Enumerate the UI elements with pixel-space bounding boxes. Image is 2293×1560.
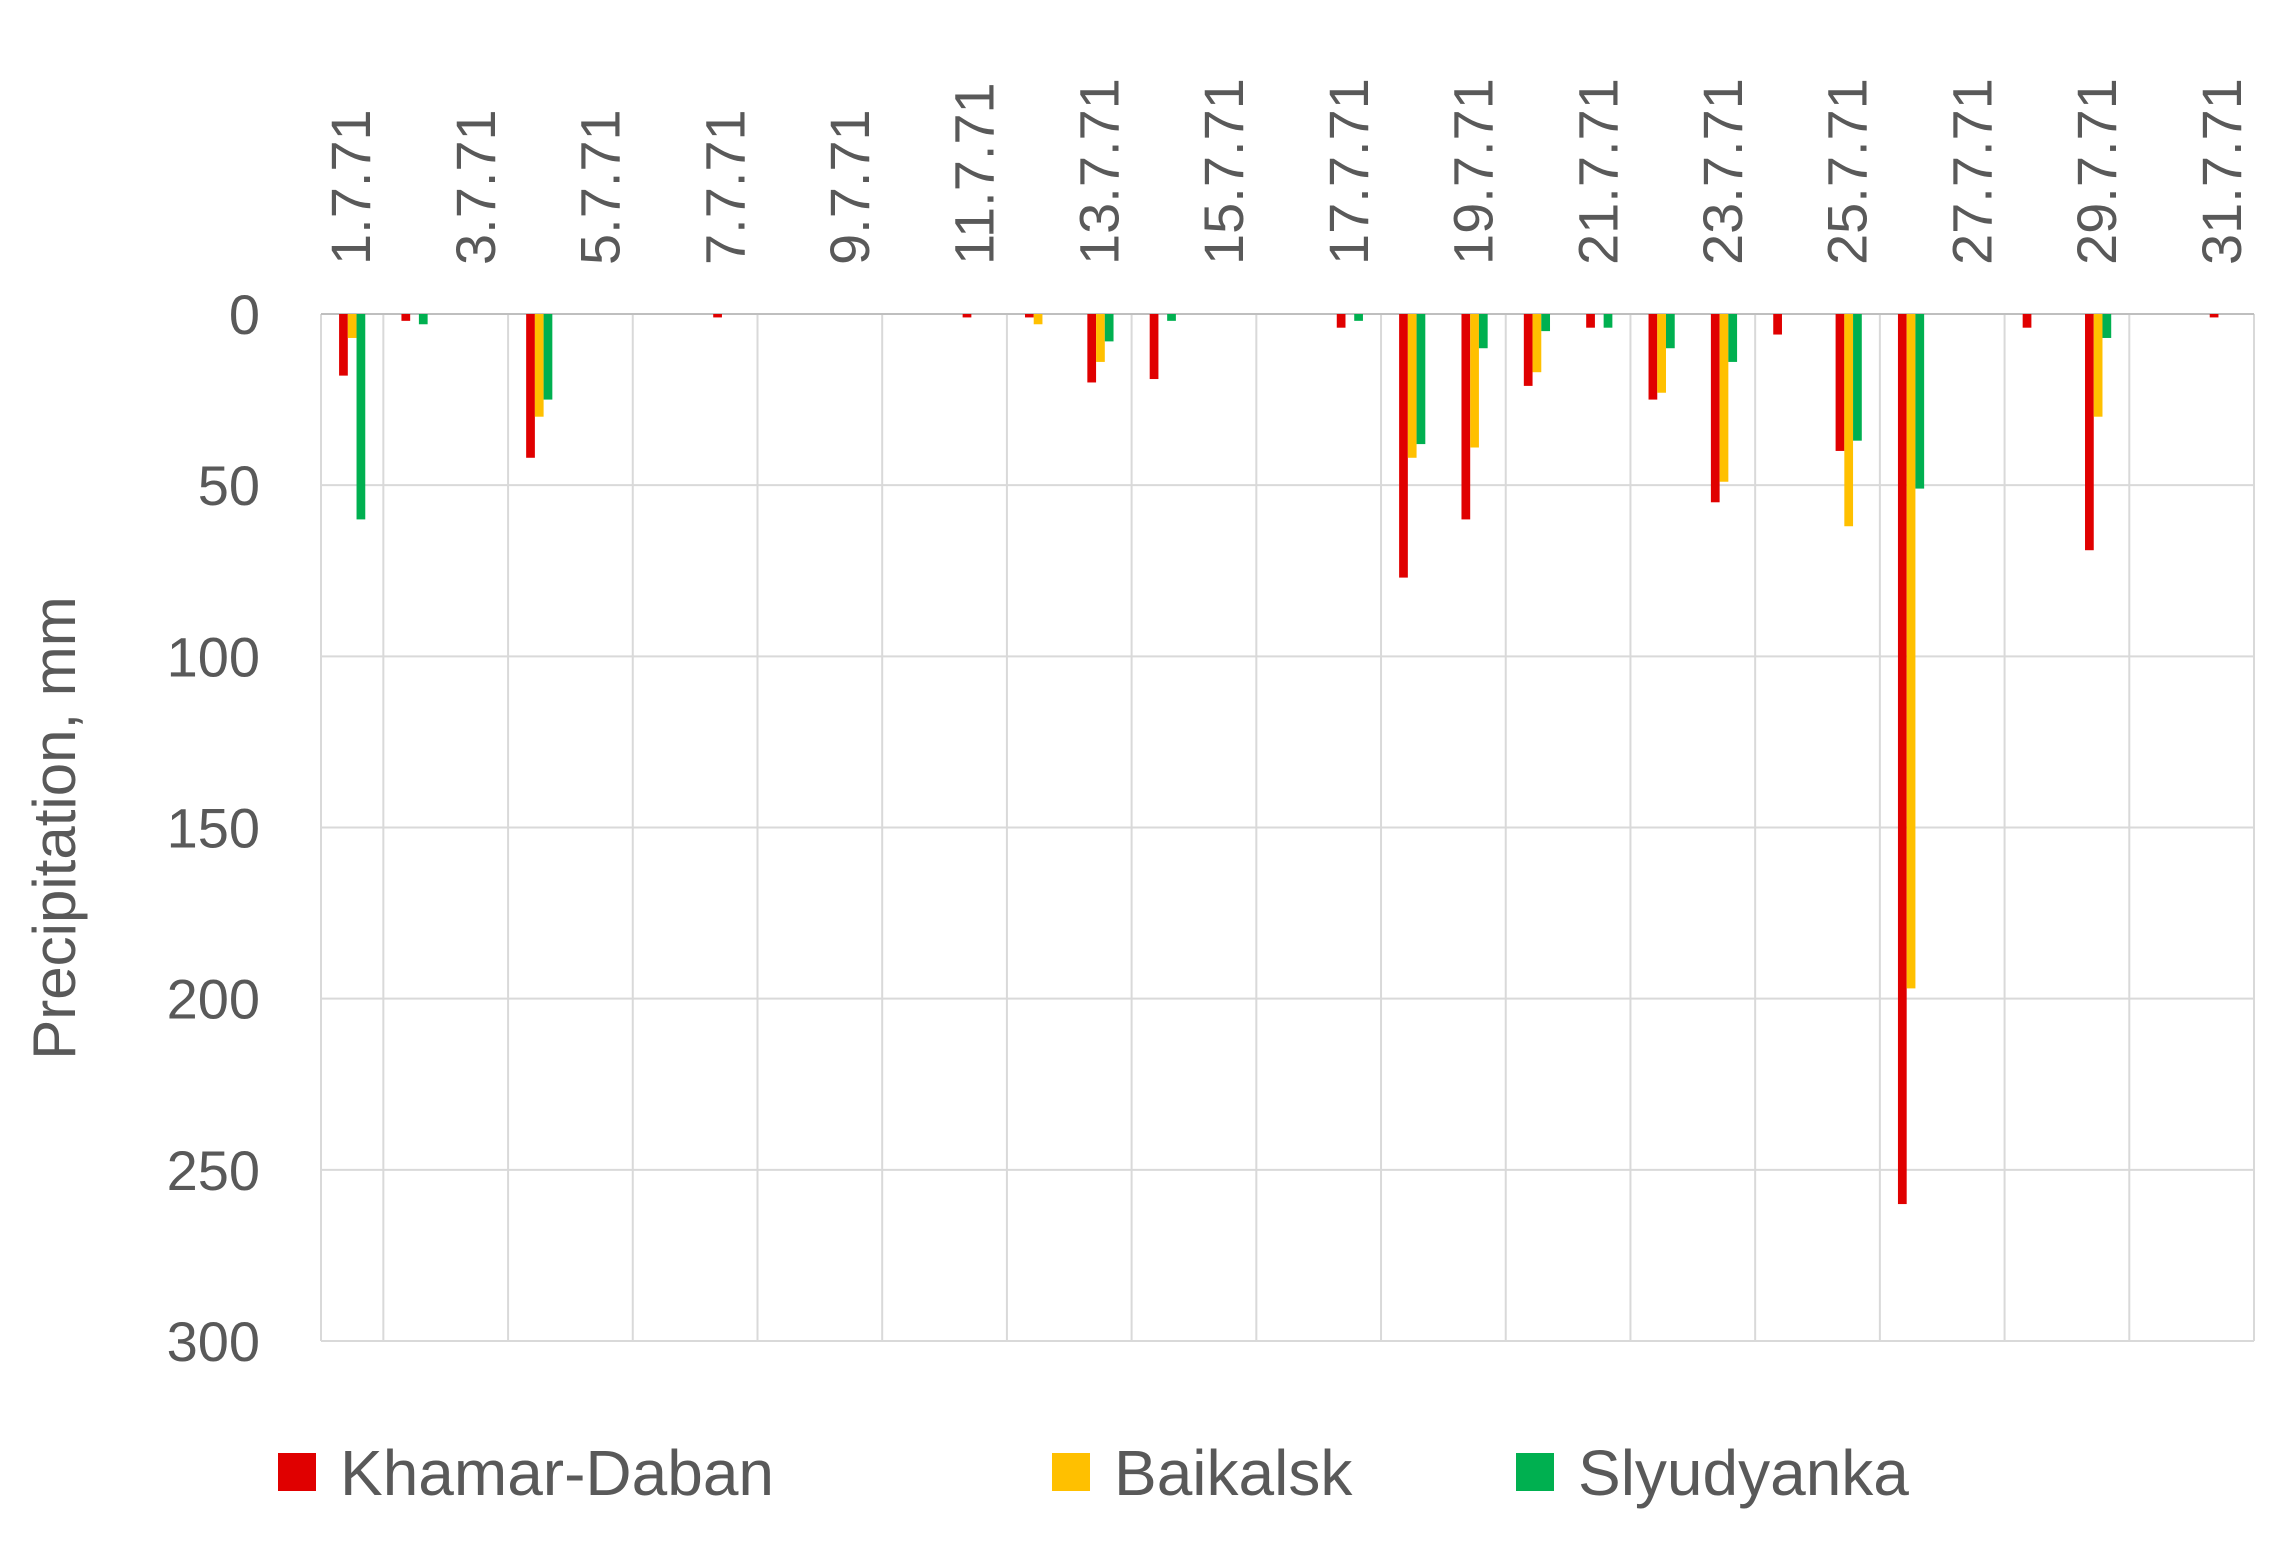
bar-baikalsk: [1719, 314, 1729, 482]
bar-slyudyanka: [1541, 314, 1551, 332]
bar-khamar-daban: [1336, 314, 1346, 328]
bar-slyudyanka: [1915, 314, 1925, 489]
bar-khamar-daban: [1399, 314, 1408, 578]
bar-slyudyanka: [1354, 314, 1363, 321]
y-axis-title: Precipitation, mm: [21, 596, 88, 1059]
x-tick-label: 15.7.71: [1192, 78, 1255, 265]
bar-baikalsk: [1470, 314, 1479, 448]
legend-swatch-baikalsk: [1052, 1453, 1090, 1491]
x-tick-label: 3.7.71: [444, 109, 507, 265]
bar-baikalsk: [534, 314, 544, 417]
y-tick-label: 250: [167, 1139, 260, 1202]
legend-label-slyudyanka: Slyudyanka: [1578, 1437, 1909, 1509]
legend-swatch-khamar-daban: [278, 1453, 316, 1491]
bars: [339, 314, 2219, 1205]
x-tick-label: 25.7.71: [1816, 78, 1879, 265]
bar-khamar-daban: [1648, 314, 1658, 400]
x-tick-labels: 1.7.71 3.7.71 5.7.71 7.7.71 9.7.71 11.7.71 13.…: [319, 78, 2253, 265]
bar-khamar-daban: [2209, 314, 2219, 318]
legend-label-khamar-daban: Khamar-Daban: [340, 1437, 774, 1509]
bar-slyudyanka: [1416, 314, 1426, 445]
gridlines: [320, 313, 2255, 1342]
bar-khamar-daban: [526, 314, 535, 458]
y-tick-label: 100: [167, 625, 260, 688]
x-tick-label: 9.7.71: [818, 109, 881, 265]
bar-khamar-daban: [1710, 314, 1720, 503]
bar-khamar-daban: [401, 314, 411, 321]
bar-slyudyanka: [1478, 314, 1488, 349]
bar-khamar-daban: [339, 314, 348, 376]
x-tick-label: 21.7.71: [1566, 78, 1629, 265]
bar-slyudyanka: [1853, 314, 1862, 441]
bar-slyudyanka: [356, 314, 366, 520]
bar-slyudyanka: [1728, 314, 1738, 362]
y-tick-label: 50: [198, 454, 260, 517]
y-tick-label: 300: [167, 1310, 260, 1373]
x-tick-label: 23.7.71: [1691, 78, 1754, 265]
x-tick-label: 29.7.71: [2065, 78, 2128, 265]
bar-baikalsk: [1532, 314, 1542, 373]
x-tick-label: 7.7.71: [693, 109, 756, 265]
x-tick-label: 31.7.71: [2190, 78, 2253, 265]
bar-khamar-daban: [1897, 314, 1907, 1205]
bar-khamar-daban: [713, 314, 722, 318]
bar-khamar-daban: [2085, 314, 2094, 551]
bar-khamar-daban: [1586, 314, 1595, 328]
bar-baikalsk: [1657, 314, 1666, 393]
x-tick-label: 27.7.71: [1940, 78, 2003, 265]
legend: Khamar-Daban Baikalsk Slyudyanka: [278, 1437, 1909, 1509]
bar-slyudyanka: [1167, 314, 1176, 321]
bar-baikalsk: [1096, 314, 1105, 362]
bar-baikalsk: [1844, 314, 1854, 527]
bar-baikalsk: [1906, 314, 1916, 989]
bar-slyudyanka: [418, 314, 428, 325]
x-tick-label: 17.7.71: [1317, 78, 1380, 265]
x-tick-label: 5.7.71: [569, 109, 632, 265]
legend-label-baikalsk: Baikalsk: [1114, 1437, 1353, 1509]
bar-baikalsk: [2093, 314, 2103, 417]
bar-slyudyanka: [1603, 314, 1613, 328]
bar-slyudyanka: [1665, 314, 1675, 349]
bar-khamar-daban: [2022, 314, 2032, 328]
bar-baikalsk: [347, 314, 357, 338]
bar-khamar-daban: [1149, 314, 1159, 380]
x-tick-label: 13.7.71: [1067, 78, 1130, 265]
bar-baikalsk: [1407, 314, 1417, 458]
bar-khamar-daban: [1773, 314, 1782, 335]
y-tick-label: 150: [167, 797, 260, 860]
y-tick-label: 0: [229, 283, 260, 346]
x-tick-label: 19.7.71: [1442, 78, 1505, 265]
bar-khamar-daban: [1024, 314, 1034, 318]
bar-khamar-daban: [1835, 314, 1845, 451]
bar-khamar-daban: [1461, 314, 1471, 520]
x-tick-label: 11.7.71: [943, 82, 1006, 265]
bar-slyudyanka: [543, 314, 553, 400]
legend-swatch-slyudyanka: [1516, 1453, 1554, 1491]
bar-khamar-daban: [1523, 314, 1533, 386]
y-tick-labels: 0 50 100 150 200 250 300: [167, 283, 260, 1373]
y-tick-label: 200: [167, 968, 260, 1031]
bar-slyudyanka: [1104, 314, 1114, 342]
bar-slyudyanka: [2102, 314, 2112, 338]
bar-khamar-daban: [962, 314, 972, 318]
x-tick-label: 1.7.71: [319, 109, 382, 265]
bar-baikalsk: [1033, 314, 1043, 325]
bar-khamar-daban: [1087, 314, 1097, 383]
